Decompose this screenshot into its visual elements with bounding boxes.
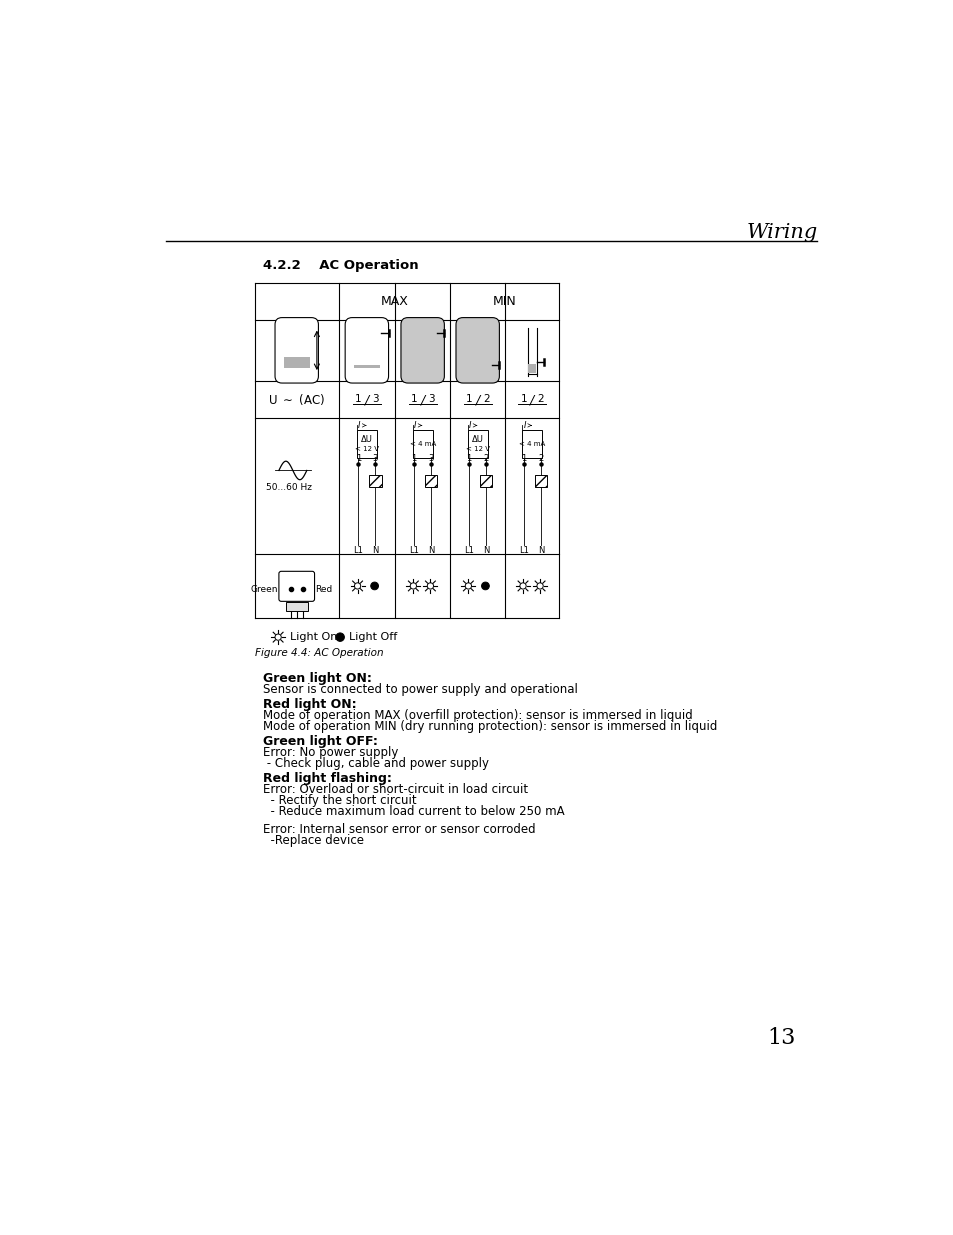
Text: 3: 3 — [373, 454, 377, 463]
Circle shape — [335, 632, 344, 641]
Circle shape — [481, 582, 489, 590]
Circle shape — [519, 583, 526, 589]
Text: < 12 V: < 12 V — [355, 446, 378, 452]
Text: 4.2.2    AC Operation: 4.2.2 AC Operation — [262, 259, 417, 272]
Bar — [534, 474, 546, 487]
Text: Green light OFF:: Green light OFF: — [262, 735, 377, 747]
Text: < 12 V: < 12 V — [465, 446, 489, 452]
Text: 1: 1 — [411, 394, 417, 404]
Text: /: / — [364, 394, 369, 406]
Text: Light Off: Light Off — [349, 632, 397, 642]
Text: 1: 1 — [520, 394, 527, 404]
Text: 2: 2 — [482, 394, 489, 404]
Text: 2: 2 — [537, 394, 543, 404]
Text: ΔU: ΔU — [360, 435, 373, 443]
Polygon shape — [528, 364, 536, 373]
Text: Red: Red — [315, 584, 333, 594]
Text: Green light ON:: Green light ON: — [262, 672, 371, 684]
Text: Mode of operation MIN (dry running protection): sensor is immersed in liquid: Mode of operation MIN (dry running prote… — [262, 720, 717, 734]
Text: /: / — [530, 394, 534, 406]
Text: L1: L1 — [464, 546, 474, 555]
Text: 3: 3 — [428, 454, 434, 463]
Circle shape — [371, 582, 378, 590]
Text: - Rectify the short circuit: - Rectify the short circuit — [262, 794, 416, 808]
Bar — [424, 474, 436, 487]
Bar — [521, 430, 542, 458]
Text: 3: 3 — [428, 394, 434, 404]
Text: N: N — [482, 546, 489, 555]
Text: I: I — [523, 421, 525, 430]
Circle shape — [537, 583, 542, 589]
FancyBboxPatch shape — [345, 317, 388, 383]
Text: I: I — [357, 421, 360, 430]
Bar — [412, 430, 433, 458]
Text: 3: 3 — [372, 394, 378, 404]
Circle shape — [410, 583, 416, 589]
Text: 50...60 Hz: 50...60 Hz — [266, 483, 312, 492]
Polygon shape — [283, 357, 310, 368]
Bar — [479, 474, 492, 487]
Text: < 4 mA: < 4 mA — [409, 441, 436, 447]
Text: ΔU: ΔU — [471, 435, 483, 443]
Text: 1: 1 — [355, 454, 360, 463]
Text: Red light ON:: Red light ON: — [262, 698, 355, 710]
Bar — [286, 603, 307, 611]
Text: L1: L1 — [518, 546, 528, 555]
Text: L1: L1 — [409, 546, 418, 555]
Text: Error: Overload or short-circuit in load circuit: Error: Overload or short-circuit in load… — [262, 783, 527, 797]
Text: Light On: Light On — [290, 632, 336, 642]
Text: Error: Internal sensor error or sensor corroded: Error: Internal sensor error or sensor c… — [262, 824, 535, 836]
Text: Wiring: Wiring — [745, 224, 817, 242]
Circle shape — [427, 583, 433, 589]
Text: Sensor is connected to power supply and operational: Sensor is connected to power supply and … — [262, 683, 577, 697]
Text: Red light flashing:: Red light flashing: — [262, 772, 391, 784]
Text: N: N — [537, 546, 543, 555]
Text: U $\sim$ (AC): U $\sim$ (AC) — [268, 391, 325, 406]
Polygon shape — [354, 364, 379, 368]
Text: - Reduce maximum load current to below 250 mA: - Reduce maximum load current to below 2… — [262, 805, 563, 819]
FancyBboxPatch shape — [278, 572, 314, 601]
Text: MAX: MAX — [380, 295, 408, 308]
Text: 1: 1 — [411, 454, 416, 463]
Text: 13: 13 — [767, 1026, 795, 1049]
Text: /: / — [475, 394, 479, 406]
Text: 1: 1 — [355, 394, 361, 404]
Bar — [467, 430, 487, 458]
Text: MIN: MIN — [493, 295, 517, 308]
Text: N: N — [428, 546, 434, 555]
FancyBboxPatch shape — [456, 317, 498, 383]
Circle shape — [465, 583, 471, 589]
Text: < 4 mA: < 4 mA — [518, 441, 545, 447]
FancyBboxPatch shape — [274, 317, 318, 383]
Circle shape — [274, 634, 281, 640]
Text: 1: 1 — [520, 454, 526, 463]
Text: Green: Green — [251, 584, 278, 594]
Text: 2: 2 — [537, 454, 543, 463]
Text: 2: 2 — [483, 454, 488, 463]
Text: I: I — [414, 421, 416, 430]
Text: Mode of operation MAX (overfill protection): sensor is immersed in liquid: Mode of operation MAX (overfill protecti… — [262, 709, 692, 722]
Text: 1: 1 — [465, 394, 472, 404]
Text: Figure 4.4: AC Operation: Figure 4.4: AC Operation — [254, 647, 383, 657]
Text: -Replace device: -Replace device — [262, 835, 363, 847]
Text: I: I — [469, 421, 471, 430]
Text: 1: 1 — [466, 454, 472, 463]
Text: - Check plug, cable and power supply: - Check plug, cable and power supply — [262, 757, 488, 771]
Bar — [356, 430, 376, 458]
Circle shape — [355, 583, 360, 589]
FancyBboxPatch shape — [400, 317, 444, 383]
Text: /: / — [420, 394, 424, 406]
Text: N: N — [372, 546, 378, 555]
Text: Error: No power supply: Error: No power supply — [262, 746, 397, 760]
Text: L1: L1 — [353, 546, 363, 555]
Bar — [369, 474, 381, 487]
